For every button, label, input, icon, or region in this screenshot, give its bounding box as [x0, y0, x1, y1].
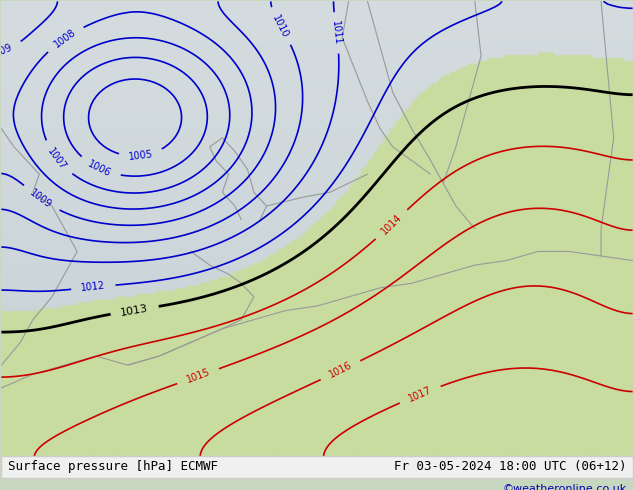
Text: 1010: 1010	[271, 13, 290, 39]
Text: 1009: 1009	[29, 187, 54, 210]
Text: 1007: 1007	[46, 146, 68, 171]
Text: 1006: 1006	[86, 159, 113, 178]
Text: 1013: 1013	[120, 303, 149, 318]
Text: 1009: 1009	[0, 42, 15, 60]
Text: 1017: 1017	[407, 385, 434, 404]
Text: 1015: 1015	[184, 367, 211, 385]
FancyBboxPatch shape	[1, 456, 633, 478]
Text: 1011: 1011	[330, 20, 343, 46]
Text: 1012: 1012	[81, 281, 106, 294]
Text: 1005: 1005	[128, 149, 154, 162]
Text: 1008: 1008	[52, 27, 77, 49]
Text: ©weatheronline.co.uk: ©weatheronline.co.uk	[502, 484, 626, 490]
Text: Surface pressure [hPa] ECMWF: Surface pressure [hPa] ECMWF	[8, 461, 217, 473]
Text: 1014: 1014	[379, 212, 404, 237]
Text: 1016: 1016	[327, 360, 354, 380]
Text: Fr 03-05-2024 18:00 UTC (06+12): Fr 03-05-2024 18:00 UTC (06+12)	[394, 461, 626, 473]
